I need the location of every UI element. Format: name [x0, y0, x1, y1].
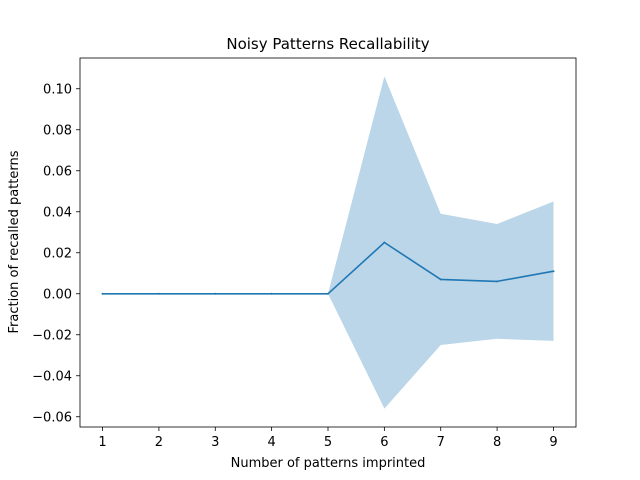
y-axis-ticks: −0.06 −0.04 −0.02 0.00 0.02 0.04 0.06 0.08 0.10: [32, 82, 80, 425]
y-tick-label: 0.08: [43, 123, 72, 138]
y-tick-label: 0.00: [43, 287, 72, 302]
y-axis-title: Fraction of recalled patterns: [7, 150, 22, 333]
x-tick-label: 7: [437, 435, 445, 450]
x-tick-label: 1: [98, 435, 106, 450]
y-tick-label: 0.02: [43, 246, 72, 261]
data-point: [552, 270, 555, 273]
x-axis-ticks: 1 2 3 4 5 6 7 8 9: [98, 427, 558, 450]
y-tick-label: 0.10: [43, 82, 72, 97]
x-tick-label: 3: [211, 435, 219, 450]
x-axis-title: Number of patterns imprinted: [231, 456, 426, 471]
data-point: [496, 280, 499, 283]
data-point: [157, 292, 160, 295]
x-tick-label: 9: [549, 435, 557, 450]
y-tick-label: −0.04: [32, 369, 72, 384]
x-tick-label: 5: [324, 435, 332, 450]
data-point: [214, 292, 217, 295]
confidence-band: [102, 76, 554, 409]
confidence-band-layer: [102, 76, 554, 409]
x-tick-label: 2: [155, 435, 163, 450]
x-tick-label: 6: [380, 435, 388, 450]
series-line-layer: [101, 241, 555, 295]
y-tick-label: 0.04: [43, 205, 72, 220]
chart-title: Noisy Patterns Recallability: [226, 35, 429, 53]
data-point: [270, 292, 273, 295]
data-point: [439, 278, 442, 281]
y-tick-label: −0.02: [32, 328, 72, 343]
y-tick-label: −0.06: [32, 410, 72, 425]
data-point: [101, 292, 104, 295]
data-point: [327, 292, 329, 295]
x-tick-label: 4: [267, 435, 275, 450]
data-point: [383, 241, 386, 244]
y-tick-label: 0.06: [43, 164, 72, 179]
x-tick-label: 8: [493, 435, 501, 450]
